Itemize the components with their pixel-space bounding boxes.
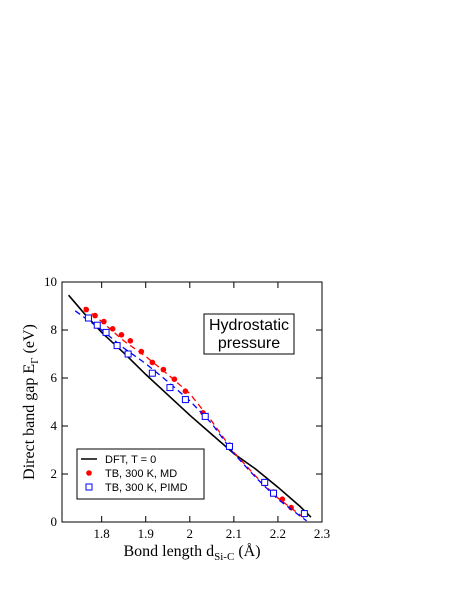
series-md-point [83,306,90,313]
annotation-line-2: pressure [218,335,280,352]
x-axis-ticks: 1.8 1.9 2 2.1 2.2 2.3 [94,282,330,541]
series-md-fit-line [83,306,307,521]
series-md-point [182,388,189,395]
y-tick-label: 10 [44,274,57,289]
x-axis-title-sub: Si-C [214,551,234,563]
y-axis-title: Direct band gap EΓ (eV) [21,324,41,480]
legend: DFT, T = 0 TB, 300 K, MD TB, 300 K, PIMD [76,448,205,500]
series-pimd-point [201,412,209,420]
legend-frame [76,448,205,500]
series-pimd-point [102,328,110,336]
annotation-line-1: Hydrostatic [209,317,289,334]
plot-frame [61,281,323,523]
x-axis-title-unit: (Å) [234,542,260,560]
annotation-frame [203,313,295,355]
y-axis-title-unit: (eV) [21,324,38,357]
series-pimd-point [84,314,92,322]
y-tick-label: 6 [51,370,58,385]
legend-label-pimd: TB, 300 K, PIMD [105,482,188,494]
series-md-point [149,359,156,366]
legend-swatch-md [86,470,92,476]
series-pimd-fit-line [74,310,307,522]
legend-label-dft: DFT, T = 0 [105,454,156,466]
series-md-point [101,318,107,325]
series-pimd-point [225,442,233,450]
x-axis-title: Bond length dSi-C (Å) [123,542,260,563]
series-pimd-point [166,384,174,392]
series-pimd-point [300,510,308,518]
y-axis-title-main: Direct band gap E [21,364,38,480]
y-tick-label: 8 [51,322,58,337]
legend-swatch-pimd [85,483,93,491]
x-tick-label: 2.2 [270,526,286,541]
series-md-point [279,496,286,503]
y-axis-ticks: 0 2 4 6 8 10 [44,274,322,529]
series-md-point [127,338,134,344]
series-pimd-point [148,369,156,377]
series-md-point [92,312,98,319]
annotation-box: Hydrostatic pressure [203,313,295,355]
x-tick-label: 2.3 [314,526,330,541]
legend-label-md: TB, 300 K, MD [105,468,177,480]
series-md-point [109,326,116,332]
series-pimd-point [93,321,101,329]
series-md-point [171,376,178,383]
x-axis-title-main: Bond length d [123,543,214,560]
series-md-point [160,366,167,373]
series-pimd-point [261,478,269,486]
series-pimd-point [124,350,132,358]
series-layer [67,294,312,522]
y-tick-label: 4 [51,418,58,433]
x-tick-label: 1.8 [94,526,110,541]
y-axis-title-sub: Γ [29,358,41,364]
x-tick-label: 2.1 [226,526,242,541]
y-tick-label: 0 [51,514,58,529]
series-pimd-point [181,396,189,404]
series-md-point [118,332,125,338]
x-tick-label: 2 [187,526,194,541]
x-tick-label: 1.9 [138,526,154,541]
series-pimd-point [270,489,278,497]
y-tick-label: 2 [51,466,58,481]
series-dft-line [67,294,312,518]
series-md-point [138,348,145,355]
series-pimd-point [113,342,121,350]
